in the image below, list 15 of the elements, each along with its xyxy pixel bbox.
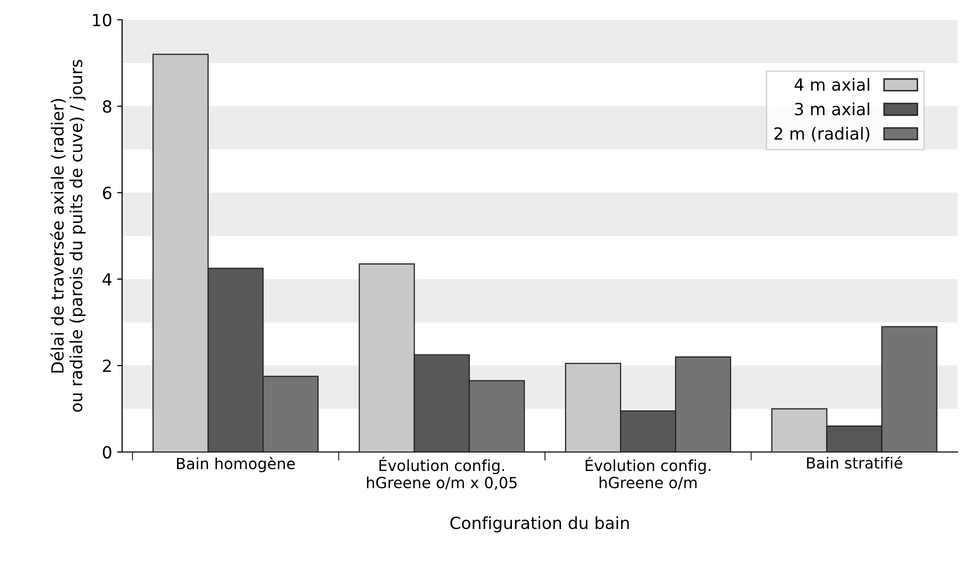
x-tick-label: Bain stratifié [807,456,902,469]
y-tick-label: 0 [102,446,112,459]
legend-label: 4 m axial [794,78,870,91]
y-tick-label: 6 [102,186,112,200]
legend-label: 2 m (radial) [774,126,870,142]
y-tick-label: 8 [102,100,112,113]
y-axis-title: Délai de traversée axiale (radier) ou radiale (parois du puits de cuve) / jours [50,60,86,412]
legend-label: 3 m axial [795,102,870,116]
y-tick-label: 10 [93,14,112,26]
x-tick-label: Bain homogène [177,456,295,472]
y-tick-label: 4 [102,273,112,286]
x-tick-label: Évolution config. hGreene o/m x 0,05 [367,456,517,490]
x-tick-label: Évolution config. hGreene o/m [586,456,710,490]
y-tick-label: 2 [103,360,111,372]
x-axis-title: Configuration du bain [450,516,629,532]
